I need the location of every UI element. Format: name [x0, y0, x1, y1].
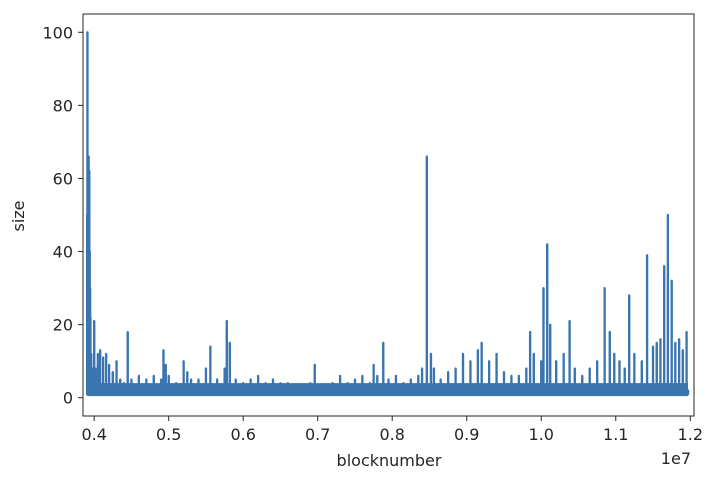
x-tick-label: 0.8 [379, 425, 404, 444]
x-tick-label: 1.2 [678, 425, 703, 444]
y-axis-label: size [9, 200, 28, 231]
x-tick-label: 1.0 [529, 425, 554, 444]
x-axis: 0.4 0.5 0.6 0.7 0.8 0.9 1.0 1.1 1.2 [81, 416, 703, 444]
x-offset-text: 1e7 [661, 449, 691, 468]
y-tick-label: 60 [53, 169, 73, 188]
series-line-0 [86, 31, 690, 396]
x-tick-label: 1.1 [603, 425, 628, 444]
x-tick-label: 0.6 [230, 425, 255, 444]
y-tick-label: 20 [53, 316, 73, 335]
y-axis: 0 20 40 60 80 100 [42, 23, 83, 408]
x-tick-label: 0.5 [156, 425, 181, 444]
x-axis-label: blocknumber [337, 451, 442, 470]
plot-area [85, 31, 690, 397]
y-tick-label: 100 [42, 23, 73, 42]
plot-frame [82, 13, 695, 417]
y-tick-label: 40 [53, 243, 73, 262]
x-tick-label: 0.9 [454, 425, 479, 444]
y-tick-label: 0 [63, 389, 73, 408]
y-tick-label: 80 [53, 96, 73, 115]
x-tick-label: 0.7 [305, 425, 330, 444]
x-tick-label: 0.4 [81, 425, 106, 444]
series-baseline-band [86, 383, 689, 397]
